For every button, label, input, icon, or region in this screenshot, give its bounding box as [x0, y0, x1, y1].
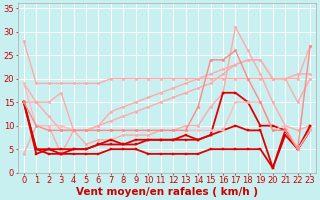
X-axis label: Vent moyen/en rafales ( km/h ): Vent moyen/en rafales ( km/h )	[76, 187, 258, 197]
